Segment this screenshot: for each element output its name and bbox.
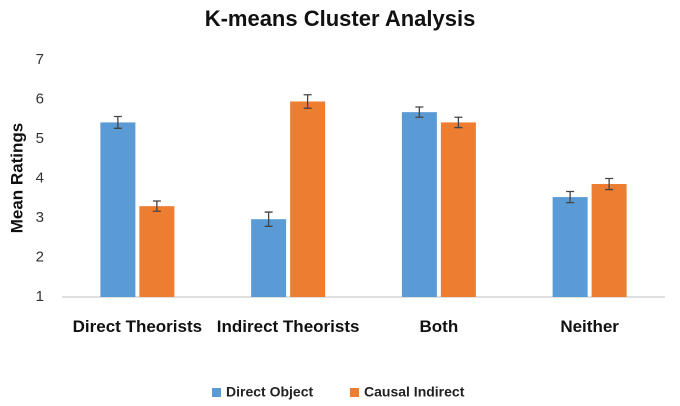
bar	[591, 184, 627, 297]
y-tick-label: 5	[36, 130, 44, 147]
x-tick-label: Indirect Theorists	[216, 317, 360, 336]
y-tick-label: 7	[36, 51, 44, 68]
legend-label: Causal Indirect	[364, 384, 465, 400]
bar	[290, 101, 326, 297]
x-tick-label: Both	[419, 317, 459, 336]
y-axis-label: Mean Ratings	[7, 123, 26, 234]
y-tick-label: 3	[36, 209, 44, 226]
error-bar	[152, 200, 161, 212]
error-bar	[566, 190, 575, 204]
legend-swatch	[212, 388, 221, 397]
bar	[552, 197, 588, 297]
bar	[251, 219, 287, 297]
y-tick-label: 2	[36, 248, 44, 265]
bar	[139, 206, 175, 297]
error-bar	[113, 115, 122, 129]
bar	[440, 122, 476, 297]
error-bar	[605, 177, 614, 191]
error-bar	[303, 94, 312, 109]
legend-label: Direct Object	[226, 384, 313, 400]
error-bar	[415, 106, 424, 118]
legend-swatch	[350, 388, 359, 397]
bar	[100, 122, 136, 297]
error-bar	[264, 211, 273, 227]
y-tick-label: 6	[36, 90, 44, 107]
x-tick-label: Neither	[560, 317, 619, 336]
x-tick-label: Direct Theorists	[72, 317, 203, 336]
y-tick-label: 1	[36, 288, 44, 305]
chart-title: K-means Cluster Analysis	[205, 6, 476, 31]
bar	[401, 112, 437, 297]
error-bar	[454, 116, 463, 129]
y-tick-label: 4	[36, 169, 44, 186]
